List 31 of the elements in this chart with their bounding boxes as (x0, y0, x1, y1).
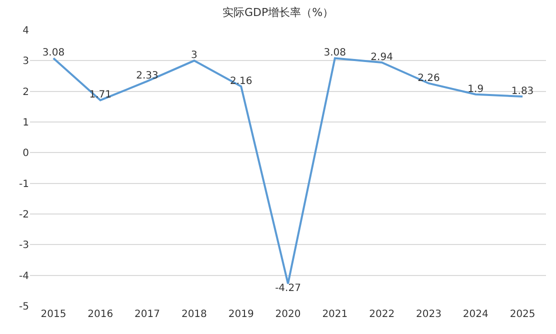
y-tick-label: 1 (22, 118, 29, 128)
y-tick-label: -1 (19, 178, 29, 190)
data-label: 3.08 (42, 48, 65, 59)
y-tick-label: 4 (22, 26, 29, 36)
chart-title: 实际GDP增长率（%） (222, 6, 334, 20)
y-tick-label: 2 (22, 86, 29, 98)
x-tick-label: 2017 (134, 309, 160, 320)
data-label: 2.33 (136, 70, 158, 82)
x-tick-label: 2023 (416, 309, 442, 320)
x-tick-label: 2024 (462, 309, 488, 320)
data-label: 3 (190, 50, 198, 62)
x-tick-label: 2022 (369, 309, 395, 320)
x-tick-label: 2018 (181, 309, 207, 320)
x-tick-label: 2025 (510, 309, 536, 320)
y-tick-label: 0 (22, 148, 29, 160)
data-label: 3.08 (324, 48, 346, 59)
y-tick-label: 3 (22, 56, 29, 68)
y-tick-label: -5 (19, 302, 29, 312)
x-tick-label: 2019 (228, 309, 254, 320)
x-tick-label: 2015 (40, 309, 66, 320)
data-label: 2.94 (370, 52, 393, 64)
y-tick-label: -3 (19, 240, 29, 252)
y-tick-label: -2 (19, 210, 29, 220)
data-label: 1.9 (468, 84, 484, 95)
data-label: -4.27 (275, 283, 301, 294)
x-tick-label: 2016 (88, 309, 114, 320)
data-label: 1.83 (511, 86, 534, 98)
x-tick-label: 2020 (275, 309, 301, 320)
x-tick-label: 2021 (322, 309, 348, 320)
y-tick-label: -4 (19, 270, 29, 282)
data-label: 2.26 (418, 72, 440, 84)
